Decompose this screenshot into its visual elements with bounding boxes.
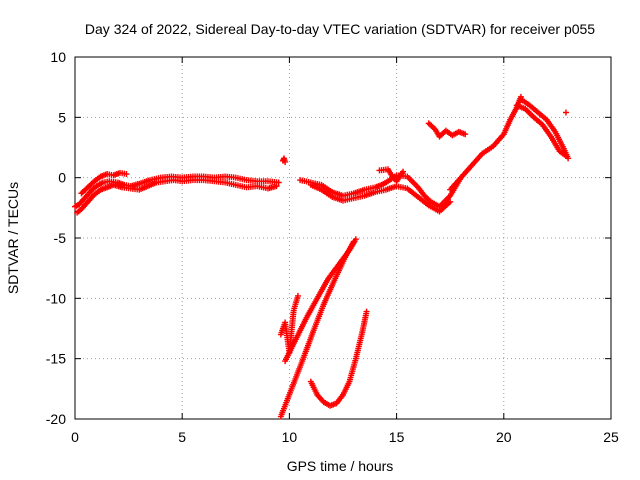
x-tick-label: 10 (282, 429, 298, 445)
series-upper_cluster_16_to_18h (425, 120, 469, 140)
series-main_band (72, 173, 282, 210)
data-point (363, 308, 370, 315)
data-point (462, 131, 469, 138)
data-marks (72, 93, 572, 420)
data-point (123, 171, 130, 178)
x-tick-label: 25 (603, 429, 619, 445)
data-point (430, 125, 437, 132)
chart-title: Day 324 of 2022, Sidereal Day-to-day VTE… (85, 21, 595, 37)
series-main_band_lower (74, 177, 280, 216)
x-tick-label: 0 (71, 429, 79, 445)
x-tick-label: 5 (178, 429, 186, 445)
y-tick-label: -5 (54, 230, 67, 246)
axis-ticks: 0 5 10 15 20 25 -20 -15 -10 -5 0 5 10 (46, 49, 619, 445)
y-tick-label: 0 (58, 170, 66, 186)
data-point (352, 236, 359, 243)
data-point (562, 152, 569, 159)
y-tick-label: -10 (46, 290, 66, 306)
series-isolated_point_23h (562, 109, 569, 116)
data-point (294, 292, 301, 299)
series-band_10_to_17h_lower (307, 181, 454, 215)
x-tick-label: 20 (496, 429, 512, 445)
x-tick-label: 15 (389, 429, 405, 445)
data-point (275, 179, 282, 186)
series-noise_hump_0_3h (78, 169, 130, 197)
series-fall_after_peak_lower (513, 102, 569, 159)
y-tick-label: -20 (46, 411, 66, 427)
y-axis-label: SDTVAR / TECUs (5, 182, 21, 294)
series-rise_to_peak (447, 93, 524, 193)
series-short_spurs_near_10h (277, 292, 301, 356)
y-tick-label: 10 (50, 49, 66, 65)
x-axis-label: GPS time / hours (287, 458, 394, 474)
data-point (282, 158, 289, 165)
series-u_curve (307, 308, 370, 409)
data-point (447, 198, 454, 205)
series-isolated_near_10h (279, 155, 289, 165)
grid-lines (75, 57, 611, 419)
y-tick-label: -15 (46, 351, 66, 367)
data-point (400, 168, 407, 175)
data-point (273, 183, 280, 190)
data-point (426, 197, 433, 204)
y-tick-label: 5 (58, 109, 66, 125)
series-steep_diagonal_B (282, 236, 359, 365)
data-point (562, 109, 569, 116)
series-spikes_near_14h (376, 166, 407, 185)
